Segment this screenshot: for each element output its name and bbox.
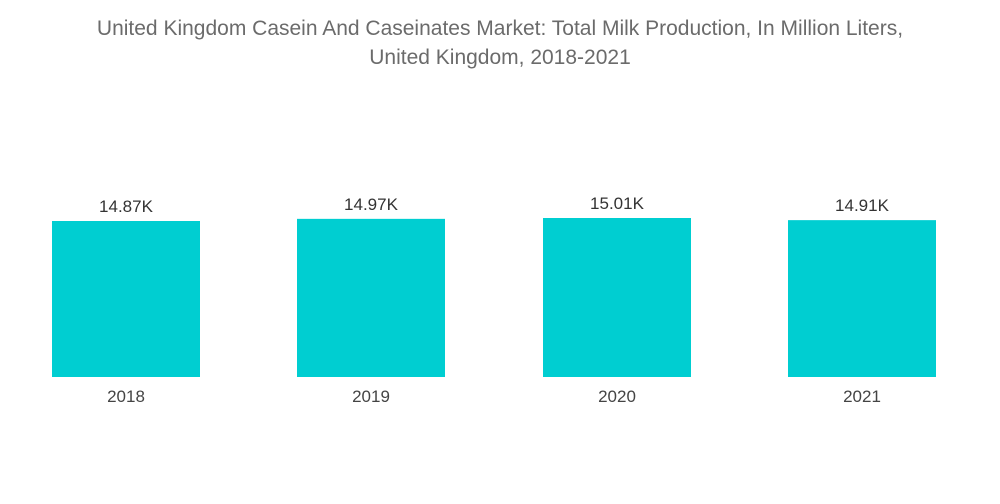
data-label-2021: 14.91K xyxy=(835,196,890,215)
bar-2019 xyxy=(297,218,445,377)
bar-2020 xyxy=(543,218,691,377)
bar-2018 xyxy=(52,221,200,377)
x-tick-label-2021: 2021 xyxy=(843,387,881,406)
x-tick-label-2018: 2018 xyxy=(107,387,145,406)
data-label-2018: 14.87K xyxy=(99,197,154,216)
x-tick-label-2019: 2019 xyxy=(352,387,390,406)
chart-title: United Kingdom Casein And Caseinates Mar… xyxy=(0,14,1000,72)
bar-2021 xyxy=(788,220,936,377)
chart-title-line-1: United Kingdom Casein And Caseinates Mar… xyxy=(96,17,904,40)
data-label-2020: 15.01K xyxy=(590,194,645,213)
data-label-2019: 14.97K xyxy=(344,195,399,214)
chart-title-line-2: United Kingdom, 2018-2021 xyxy=(369,46,631,69)
x-tick-label-2020: 2020 xyxy=(598,387,636,406)
